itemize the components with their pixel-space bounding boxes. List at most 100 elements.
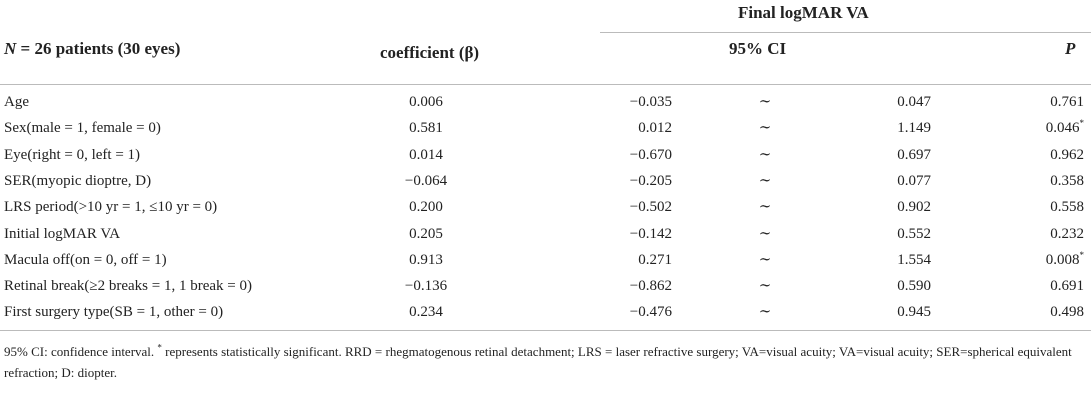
cell-ci-separator: ∼ <box>755 142 775 168</box>
cell-variable: SER(myopic dioptre, D) <box>4 168 151 194</box>
cell-variable: Initial logMAR VA <box>4 221 120 247</box>
cell-ci-high-text: 0.902 <box>897 199 931 216</box>
cell-ci-low: −0.205 <box>600 168 672 194</box>
cell-ci-separator-text: ∼ <box>758 94 772 110</box>
cell-coefficient: 0.581 <box>350 115 502 141</box>
cell-p-value-text: 0.232 <box>1050 225 1084 242</box>
cell-ci-separator-text: ∼ <box>758 304 772 321</box>
cell-ci-high-text: 0.077 <box>897 172 931 189</box>
cell-ci-high: 0.552 <box>860 221 931 247</box>
cell-ci-high: 1.554 <box>860 247 931 273</box>
cell-p-value: 0.008* <box>1000 247 1084 273</box>
cell-ci-low-text: −0.205 <box>629 172 672 189</box>
cell-ci-high-text: 0.047 <box>897 94 931 110</box>
cell-coefficient: 0.200 <box>350 194 502 220</box>
cell-variable: Age <box>4 89 29 115</box>
cell-ci-low-text: 0.012 <box>638 120 672 137</box>
cell-p-value-text: 0.008 <box>1045 251 1080 268</box>
cell-ci-low-text: −0.862 <box>629 278 672 295</box>
cell-ci-low: 0.012 <box>600 115 672 141</box>
cell-ci-separator-text: ∼ <box>758 172 772 189</box>
table-row: Retinal break(≥2 breaks = 1, 1 break = 0… <box>0 273 1091 299</box>
cell-ci-high: 0.077 <box>860 168 931 194</box>
cell-ci-low: −0.670 <box>600 142 672 168</box>
cell-ci-separator: ∼ <box>755 221 775 247</box>
cell-p-value: 0.046* <box>1000 115 1084 141</box>
cell-variable: Eye(right = 0, left = 1) <box>4 142 140 168</box>
cell-ci-high: 0.902 <box>860 194 931 220</box>
cell-variable: LRS period(>10 yr = 1, ≤10 yr = 0) <box>4 194 217 220</box>
cell-variable: Macula off(on = 0, off = 1) <box>4 247 167 273</box>
cell-ci-separator-text: ∼ <box>758 278 772 295</box>
cell-p-value: 0.358 <box>1000 168 1084 194</box>
cell-ci-high: 1.149 <box>860 115 931 141</box>
cell-variable-text: Sex(male = 1, female = 0) <box>4 120 161 137</box>
cell-coefficient-text: 0.014 <box>409 146 443 163</box>
cell-variable-text: Initial logMAR VA <box>4 225 121 242</box>
header-bottom-rule <box>0 84 1091 85</box>
table-row: LRS period(>10 yr = 1, ≤10 yr = 0) 0.200 −… <box>0 194 1091 220</box>
table-row: SER(myopic dioptre, D) −0.064 −0.205 ∼ 0.077… <box>0 168 1091 194</box>
cell-p-value: 0.232 <box>1000 221 1084 247</box>
cell-ci-separator-text: ∼ <box>758 120 772 137</box>
table-footnote: 95% CI: confidence interval. * represent… <box>4 341 1086 383</box>
cell-ci-high-text: 0.697 <box>897 146 931 163</box>
cell-ci-separator: ∼ <box>755 273 775 299</box>
cell-ci-low: −0.476 <box>600 299 672 325</box>
group-header-final-logmar-va: Final logMAR VA <box>738 3 869 22</box>
header-ci: 95% CI <box>729 39 787 58</box>
cell-variable: Sex(male = 1, female = 0) <box>4 115 161 141</box>
cell-ci-separator-text: ∼ <box>758 146 772 163</box>
cell-p-value-text: 0.761 <box>1050 94 1084 110</box>
cell-ci-separator: ∼ <box>755 299 775 325</box>
cell-ci-high-text: 1.554 <box>897 251 931 268</box>
cell-ci-high-text: 1.149 <box>897 120 931 137</box>
cell-coefficient-text: 0.205 <box>409 225 443 242</box>
header-coefficient: coefficient (β) <box>380 43 480 62</box>
cell-ci-high: 0.047 <box>860 89 931 115</box>
cell-coefficient-text: 0.200 <box>409 199 443 216</box>
cell-coefficient: −0.136 <box>350 273 502 299</box>
cell-coefficient-text: −0.136 <box>404 278 448 295</box>
header-variable-rest: = 26 patients (30 eyes) <box>16 39 181 58</box>
cell-ci-low: −0.142 <box>600 221 672 247</box>
cell-ci-low-text: −0.502 <box>629 199 672 216</box>
cell-ci-low: −0.035 <box>600 89 672 115</box>
cell-ci-low: −0.862 <box>600 273 672 299</box>
cell-ci-low-text: −0.670 <box>629 146 672 163</box>
footnote-part2: represents statistically significant. RR… <box>4 344 1072 380</box>
cell-ci-separator-text: ∼ <box>758 251 772 268</box>
header-variable: N = 26 patients (30 eyes) <box>4 39 180 59</box>
cell-variable-text: SER(myopic dioptre, D) <box>4 172 152 189</box>
cell-ci-low-text: −0.035 <box>629 94 672 110</box>
table-row: First surgery type(SB = 1, other = 0) 0.2… <box>0 299 1091 325</box>
cell-coefficient: 0.234 <box>350 299 502 325</box>
cell-coefficient: 0.014 <box>350 142 502 168</box>
footnote-star: * <box>157 342 162 353</box>
cell-ci-high: 0.590 <box>860 273 931 299</box>
cell-variable-text: Retinal break(≥2 breaks = 1, 1 break = 0… <box>4 278 252 295</box>
cell-p-value: 0.962 <box>1000 142 1084 168</box>
table-row: Macula off(on = 0, off = 1) 0.913 0.271 ∼ 1.… <box>0 247 1091 273</box>
header-variable-n: N <box>4 39 17 58</box>
cell-ci-separator: ∼ <box>755 194 775 220</box>
cell-variable: First surgery type(SB = 1, other = 0) <box>4 299 223 325</box>
table-row: Initial logMAR VA 0.205 −0.142 ∼ 0.552 0.232 <box>0 221 1091 247</box>
cell-variable: Retinal break(≥2 breaks = 1, 1 break = 0… <box>4 273 252 299</box>
cell-p-value: 0.761 <box>1000 89 1084 115</box>
cell-coefficient: 0.205 <box>350 221 502 247</box>
cell-p-value: 0.691 <box>1000 273 1084 299</box>
cell-coefficient-text: 0.006 <box>409 94 443 110</box>
header-p-label: P <box>1065 39 1076 58</box>
cell-coefficient-text: 0.913 <box>409 251 443 268</box>
cell-ci-high: 0.945 <box>860 299 931 325</box>
footnote-part1: 95% CI: confidence interval. <box>4 344 158 359</box>
group-header-rule <box>600 32 1091 33</box>
table-row: Eye(right = 0, left = 1) 0.014 −0.670 ∼ 0.69… <box>0 142 1091 168</box>
significance-marker: * <box>1079 249 1085 260</box>
cell-variable-text: Eye(right = 0, left = 1) <box>4 146 141 163</box>
cell-p-value-text: 0.046 <box>1045 120 1080 137</box>
cell-coefficient: 0.006 <box>350 89 502 115</box>
cell-ci-separator: ∼ <box>755 168 775 194</box>
cell-ci-separator: ∼ <box>755 247 775 273</box>
